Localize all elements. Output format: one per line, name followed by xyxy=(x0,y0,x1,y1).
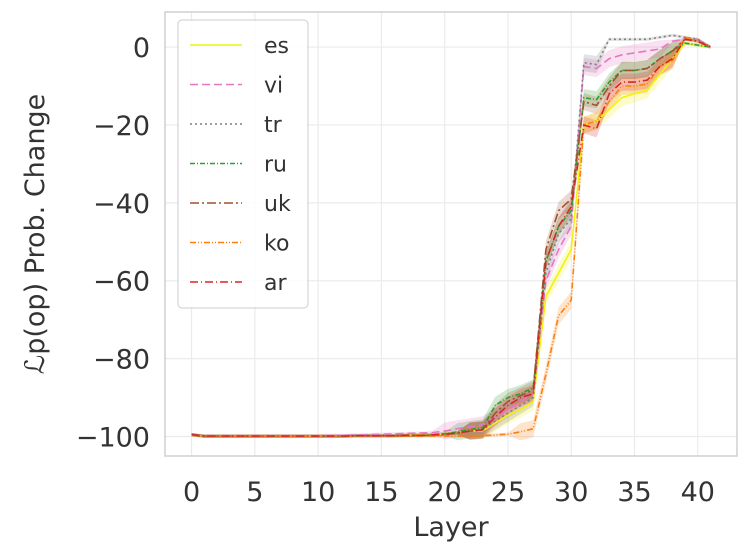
legend-label-uk: uk xyxy=(264,192,291,217)
x-tick-label: 10 xyxy=(301,477,335,508)
y-tick-label: 0 xyxy=(133,33,150,64)
y-axis-label: ℒp(op) Prob. Change xyxy=(20,94,51,374)
y-tick-label: −20 xyxy=(93,111,150,142)
band-es xyxy=(191,41,711,440)
x-axis-label: Layer xyxy=(413,512,489,543)
x-tick-label: 0 xyxy=(183,477,200,508)
x-tick-label: 35 xyxy=(617,477,651,508)
x-tick-label: 30 xyxy=(554,477,588,508)
x-tick-label: 15 xyxy=(364,477,398,508)
x-tick-label: 40 xyxy=(681,477,715,508)
series-line-ru xyxy=(191,42,711,437)
y-tick-label: −40 xyxy=(93,189,150,220)
legend-label-ar: ar xyxy=(264,271,287,296)
x-tick-label: 20 xyxy=(427,477,461,508)
y-tick-label: −80 xyxy=(93,345,150,376)
x-tick-labels: 0 5 10 15 20 25 30 35 40 xyxy=(183,477,715,508)
band-ar xyxy=(191,37,711,440)
legend: es vi tr ru uk ko ar xyxy=(177,19,309,309)
legend-label-ru: ru xyxy=(264,153,287,178)
plot-frame xyxy=(164,11,738,457)
legend-label-vi: vi xyxy=(264,74,283,99)
legend-label-tr: tr xyxy=(264,113,283,138)
y-tick-label: −60 xyxy=(93,267,150,298)
y-tick-label: −100 xyxy=(76,423,150,454)
x-tick-label: 25 xyxy=(491,477,525,508)
y-tick-labels: −100 −80 −60 −40 −20 0 xyxy=(76,33,150,453)
series-line-ar xyxy=(191,38,711,437)
legend-box xyxy=(177,19,309,309)
x-tick-label: 5 xyxy=(246,477,263,508)
legend-label-ko: ko xyxy=(264,232,289,257)
series-lines xyxy=(191,34,711,437)
legend-label-es: es xyxy=(264,34,289,59)
